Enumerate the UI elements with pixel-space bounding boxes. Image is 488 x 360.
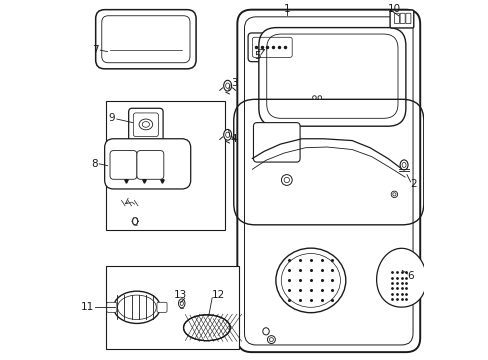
Text: 4: 4 [230,134,237,144]
Ellipse shape [225,132,229,138]
Bar [106,266,239,348]
FancyBboxPatch shape [399,13,405,24]
Ellipse shape [180,301,183,306]
Ellipse shape [390,191,397,198]
FancyBboxPatch shape [389,10,413,28]
FancyBboxPatch shape [106,302,117,312]
Text: 8: 8 [91,159,98,169]
Text: 12: 12 [211,291,224,301]
Bar [106,101,224,230]
Ellipse shape [223,80,231,91]
Ellipse shape [178,299,184,308]
Ellipse shape [275,248,345,313]
FancyBboxPatch shape [247,33,296,62]
FancyBboxPatch shape [405,13,410,24]
Ellipse shape [142,122,149,127]
Ellipse shape [317,96,321,99]
Polygon shape [376,248,426,307]
FancyBboxPatch shape [258,28,405,126]
Ellipse shape [225,83,229,88]
Text: 13: 13 [174,291,187,301]
Text: 7: 7 [92,45,99,55]
FancyBboxPatch shape [157,302,167,312]
Text: 1: 1 [283,4,289,14]
Text: 11: 11 [81,302,94,312]
Ellipse shape [223,130,231,140]
Text: 6: 6 [407,271,413,281]
Text: 3: 3 [230,78,237,88]
Text: 2: 2 [410,179,416,189]
Text: 5: 5 [253,51,260,61]
Ellipse shape [113,291,160,323]
FancyBboxPatch shape [237,10,419,352]
Bar [244,15,412,345]
Ellipse shape [139,119,152,130]
FancyBboxPatch shape [253,123,300,162]
Ellipse shape [312,96,316,99]
FancyBboxPatch shape [110,150,137,179]
Ellipse shape [284,177,289,183]
Ellipse shape [392,193,395,196]
Ellipse shape [399,160,407,170]
FancyBboxPatch shape [104,139,190,189]
Text: 10: 10 [387,4,400,14]
FancyBboxPatch shape [394,13,399,24]
Ellipse shape [183,315,230,341]
Ellipse shape [281,175,292,185]
Ellipse shape [262,328,269,335]
FancyBboxPatch shape [128,108,163,141]
Ellipse shape [269,338,273,342]
FancyBboxPatch shape [96,10,196,69]
Ellipse shape [401,162,405,167]
Text: 9: 9 [108,113,115,123]
Ellipse shape [267,336,275,343]
FancyBboxPatch shape [137,150,163,179]
Ellipse shape [132,218,137,225]
